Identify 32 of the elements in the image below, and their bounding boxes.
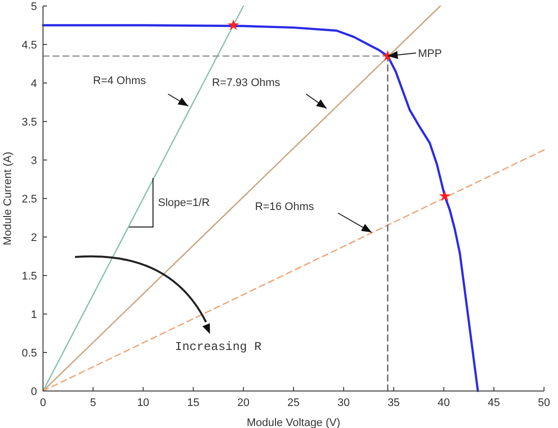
y-tick-label: 0 — [30, 386, 37, 398]
point — [439, 190, 450, 202]
annotation: Increasing R — [175, 340, 262, 354]
x-tick-label: 15 — [187, 397, 200, 409]
point — [228, 19, 240, 30]
annotation: R=7.93 Ohms — [212, 77, 281, 89]
y-tick-label: 1 — [30, 309, 37, 321]
y-tick-label: 3 — [30, 155, 37, 167]
x-tick-label: 30 — [337, 397, 350, 409]
y-tick-label: 2 — [30, 232, 37, 244]
x-tick-label: 10 — [137, 397, 150, 409]
x-tick-label: 25 — [287, 397, 300, 409]
annotation: Slope=1/R — [158, 197, 210, 209]
y-tick-label: 5 — [30, 1, 37, 13]
x-axis-title: Module Voltage (V) — [246, 417, 340, 428]
y-tick-label: 3.5 — [22, 116, 37, 128]
x-tick-label: 20 — [237, 397, 250, 409]
x-tick-label: 50 — [538, 397, 550, 409]
y-tick-label: 2.5 — [22, 194, 37, 206]
annotation: MPP — [418, 48, 442, 60]
annotation: R=4 Ohms — [93, 75, 146, 87]
y-tick-label: 0.5 — [22, 348, 37, 360]
annotation: R=16 Ohms — [255, 201, 314, 213]
x-tick-label: 5 — [90, 397, 96, 409]
x-tick-label: 0 — [40, 397, 46, 409]
x-tick-label: 45 — [488, 397, 500, 409]
x-tick-label: 35 — [388, 397, 400, 409]
y-tick-label: 4 — [30, 78, 37, 90]
y-tick-label: 1.5 — [22, 270, 37, 282]
y-tick-label: 4.5 — [22, 40, 37, 52]
x-tick-label: 40 — [438, 397, 450, 409]
y-axis-title: Module Current (A) — [2, 152, 14, 246]
